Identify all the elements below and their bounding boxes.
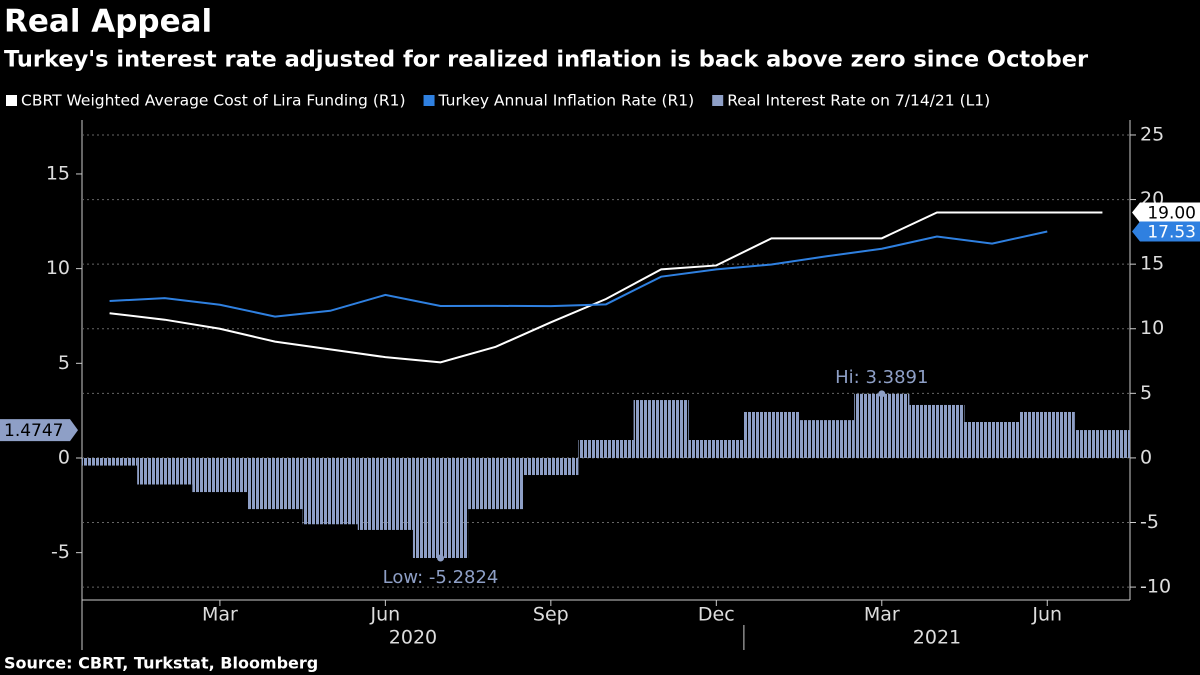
annotation-dot — [437, 554, 445, 562]
bar — [909, 404, 965, 458]
x-tick-label: Mar — [864, 604, 900, 626]
bar — [137, 457, 193, 485]
annotation: Hi: 3.3891 — [835, 367, 928, 388]
chart-title: Real Appeal — [4, 4, 212, 40]
bar — [302, 457, 358, 525]
end-label: 17.53 — [1147, 222, 1196, 242]
y-tick-label: 15 — [46, 162, 70, 184]
annotation-dot — [878, 390, 886, 398]
y2-tick-label: 15 — [1140, 253, 1164, 275]
y2-tick-label: 25 — [1140, 123, 1164, 145]
legend-label: CBRT Weighted Average Cost of Lira Fundi… — [21, 92, 406, 110]
x-tick-label: Jun — [370, 604, 401, 626]
bar — [743, 411, 800, 458]
x-tick-label: Sep — [533, 604, 569, 626]
x-tick-label: Dec — [698, 604, 735, 626]
bar — [82, 457, 138, 466]
line — [109, 230, 1048, 318]
bar — [688, 440, 744, 458]
bar — [854, 393, 910, 458]
bar — [357, 457, 413, 530]
legend-label: Real Interest Rate on 7/14/21 (L1) — [727, 92, 990, 110]
y2-tick-label: -5 — [1140, 511, 1159, 533]
x-tick-label: Mar — [202, 604, 238, 626]
y2-tick-label: 10 — [1140, 317, 1164, 339]
end-label-box — [1132, 221, 1200, 242]
bar — [799, 420, 855, 458]
bar — [412, 457, 469, 559]
bar — [192, 457, 248, 493]
y-tick-label: 10 — [46, 257, 70, 279]
legend-swatch — [423, 95, 435, 106]
year-label: 2021 — [913, 627, 961, 649]
line — [109, 211, 1103, 364]
end-label-box — [0, 419, 78, 442]
bar — [1019, 411, 1075, 458]
legend-swatch — [6, 95, 17, 106]
legend-swatch — [712, 95, 724, 106]
chart-subtitle: Turkey's interest rate adjusted for real… — [4, 47, 1089, 73]
end-label: 1.4747 — [4, 421, 63, 441]
bar — [247, 457, 303, 510]
bar — [468, 457, 524, 510]
annotation: Low: -5.2824 — [383, 567, 499, 588]
y-tick-label: 0 — [58, 446, 70, 468]
y2-tick-label: 5 — [1140, 382, 1152, 404]
bar — [523, 457, 579, 476]
legend-label: Turkey Annual Inflation Rate (R1) — [438, 92, 695, 110]
bar — [964, 422, 1020, 458]
y2-tick-label: 0 — [1140, 446, 1152, 468]
end-label: 19.00 — [1147, 203, 1196, 223]
bar — [578, 440, 634, 458]
y2-tick-label: -10 — [1140, 576, 1171, 598]
year-label: 2020 — [389, 627, 437, 649]
bar — [633, 400, 689, 458]
x-tick-label: Jun — [1031, 604, 1062, 626]
y-tick-label: -5 — [51, 541, 70, 563]
source: Source: CBRT, Turkstat, Bloomberg — [4, 654, 318, 673]
y-tick-label: 5 — [58, 352, 70, 374]
end-label-box — [1132, 202, 1200, 223]
bar — [1074, 430, 1130, 458]
